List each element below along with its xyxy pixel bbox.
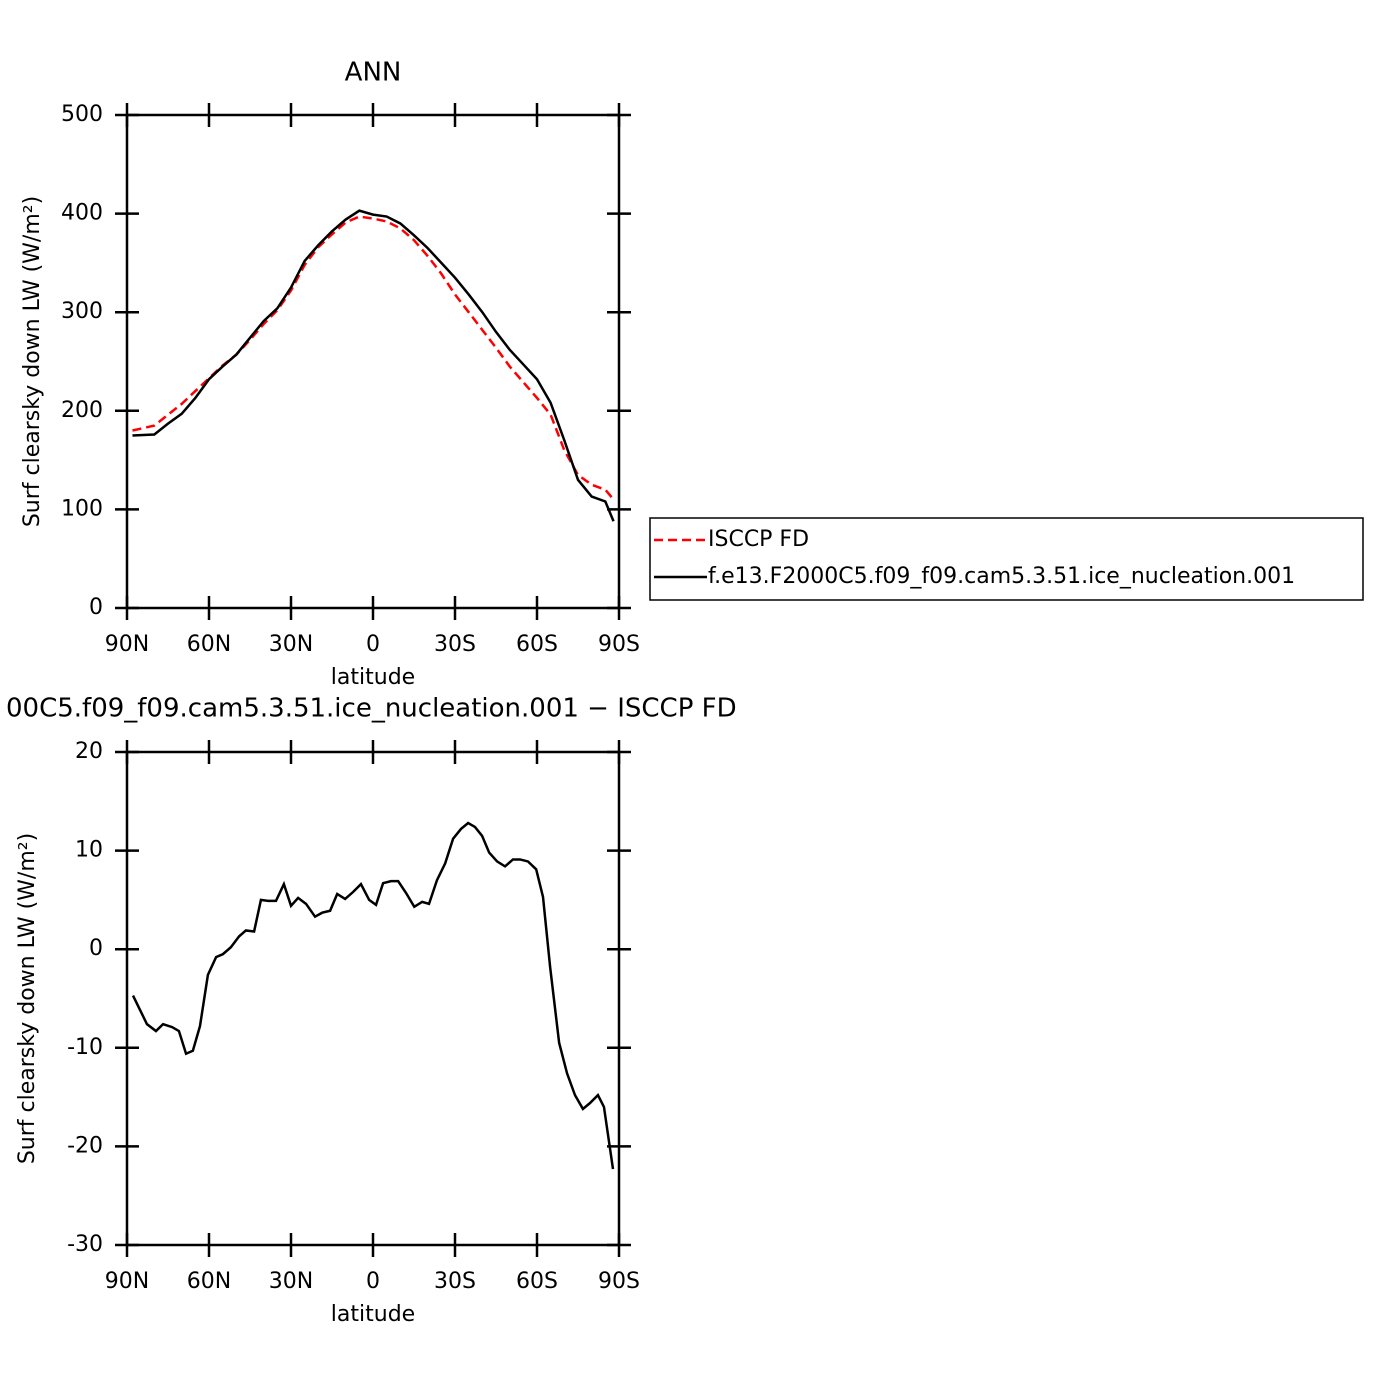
plot-frame [125, 113, 621, 610]
x-tick-label: 90S [598, 632, 640, 657]
x-tick-label: 60N [187, 632, 231, 657]
y-axis-label: Surf clearsky down LW (W/m²) [20, 196, 45, 527]
y-tick-label: 10 [75, 838, 103, 863]
legend-label: ISCCP FD [708, 527, 809, 552]
series-line [132, 215, 615, 501]
y-tick-label: 500 [61, 102, 103, 127]
x-tick-label: 60S [516, 632, 558, 657]
chart-title: ANN [345, 58, 402, 88]
y-tick-label: 20 [75, 739, 103, 764]
y-tick-label: -10 [67, 1035, 103, 1060]
x-tick-label: 0 [366, 632, 380, 657]
x-tick-label: 90N [105, 1269, 149, 1294]
series-line [131, 821, 615, 1170]
x-tick-label: 60S [516, 1269, 558, 1294]
x-tick-label: 30S [434, 632, 476, 657]
legend-box [649, 517, 1364, 601]
x-tick-label: 30N [269, 632, 313, 657]
x-axis-label: latitude [331, 1302, 415, 1327]
x-tick-label: 90S [598, 1269, 640, 1294]
legend-label: f.e13.F2000C5.f09_f09.cam5.3.51.ice_nucl… [708, 564, 1295, 589]
y-tick-label: -20 [67, 1133, 103, 1158]
y-axis-label: Surf clearsky down LW (W/m²) [15, 833, 40, 1164]
y-tick-label: 100 [61, 496, 103, 521]
y-tick-label: 300 [61, 299, 103, 324]
y-tick-label: 400 [61, 201, 103, 226]
y-tick-label: 200 [61, 398, 103, 423]
chart-title: 00C5.f09_f09.cam5.3.51.ice_nucleation.00… [6, 694, 737, 724]
series-line [132, 209, 615, 522]
plot-frame [125, 750, 621, 1247]
x-tick-label: 30N [269, 1269, 313, 1294]
x-tick-label: 90N [105, 632, 149, 657]
y-tick-label: 0 [89, 936, 103, 961]
x-tick-label: 60N [187, 1269, 231, 1294]
x-tick-label: 0 [366, 1269, 380, 1294]
x-tick-label: 30S [434, 1269, 476, 1294]
x-axis-label: latitude [331, 665, 415, 690]
y-tick-label: 0 [89, 595, 103, 620]
y-tick-label: -30 [67, 1232, 103, 1257]
